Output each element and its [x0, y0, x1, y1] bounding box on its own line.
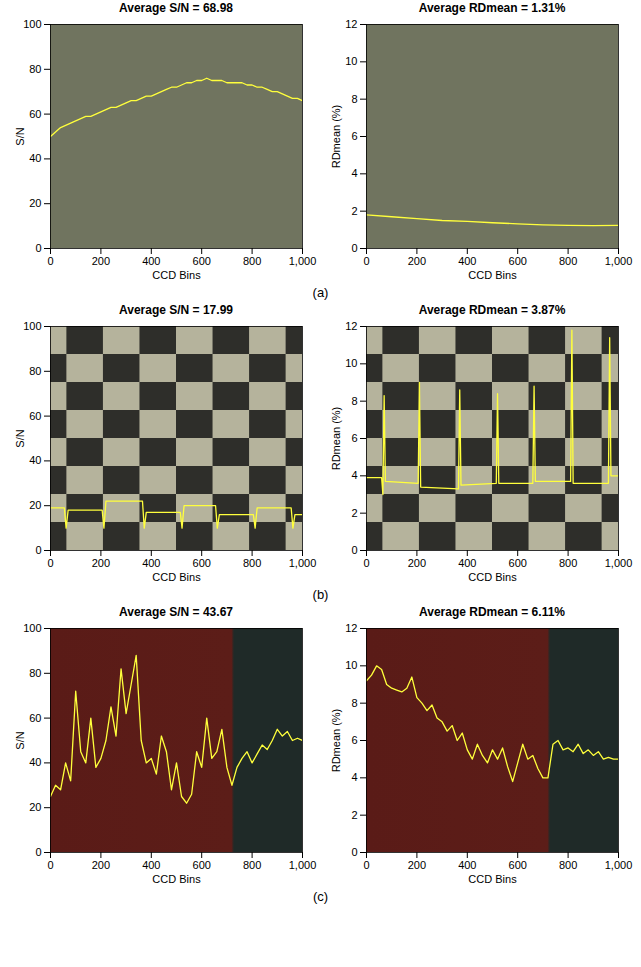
svg-text:400: 400	[142, 859, 160, 871]
svg-text:CCD Bins: CCD Bins	[152, 269, 201, 281]
svg-text:20: 20	[29, 499, 41, 511]
svg-text:20: 20	[29, 801, 41, 813]
html-text:Average RDmean = 3.87%: Average RDmean = 3.87%	[418, 303, 566, 317]
svg-text:RDmean (%): RDmean (%)	[330, 709, 342, 773]
svg-text:4: 4	[351, 167, 357, 179]
svg-text:800: 800	[243, 859, 261, 871]
svg-text:400: 400	[142, 255, 160, 267]
svg-text:40: 40	[29, 756, 41, 768]
svg-text:CCD Bins: CCD Bins	[152, 873, 201, 885]
svg-text:0: 0	[47, 557, 53, 569]
svg-text:12: 12	[345, 320, 357, 332]
svg-text:1,000: 1,000	[605, 859, 633, 871]
svg-text:100: 100	[23, 622, 41, 634]
svg-text:RDmean (%): RDmean (%)	[330, 407, 342, 471]
svg-text:200: 200	[92, 557, 110, 569]
svg-text:400: 400	[142, 557, 160, 569]
html-text:Average S/N = 43.67: Average S/N = 43.67	[119, 605, 233, 619]
svg-text:CCD Bins: CCD Bins	[468, 269, 517, 281]
svg-text:600: 600	[193, 557, 211, 569]
svg-text:20: 20	[29, 197, 41, 209]
svg-text:600: 600	[509, 557, 527, 569]
html-text:(a): (a)	[312, 285, 329, 300]
svg-text:800: 800	[243, 255, 261, 267]
svg-text:12: 12	[345, 18, 357, 30]
svg-text:600: 600	[509, 255, 527, 267]
svg-text:0: 0	[351, 242, 357, 254]
svg-text:200: 200	[92, 255, 110, 267]
svg-text:60: 60	[29, 108, 41, 120]
svg-text:1,000: 1,000	[289, 255, 317, 267]
svg-text:200: 200	[408, 859, 426, 871]
html-text:(c): (c)	[312, 889, 329, 904]
svg-text:0: 0	[351, 544, 357, 556]
svg-text:600: 600	[509, 859, 527, 871]
svg-text:8: 8	[351, 395, 357, 407]
svg-text:2: 2	[351, 205, 357, 217]
svg-text:CCD Bins: CCD Bins	[152, 571, 201, 583]
svg-text:800: 800	[559, 859, 577, 871]
svg-text:400: 400	[458, 557, 476, 569]
svg-text:600: 600	[193, 859, 211, 871]
html-text:(b): (b)	[312, 587, 329, 602]
svg-text:6: 6	[351, 734, 357, 746]
svg-text:S/N: S/N	[14, 429, 26, 447]
svg-text:0: 0	[363, 255, 369, 267]
svg-text:1,000: 1,000	[289, 859, 317, 871]
svg-text:0: 0	[47, 859, 53, 871]
svg-text:12: 12	[345, 622, 357, 634]
svg-text:10: 10	[345, 55, 357, 67]
svg-text:400: 400	[458, 859, 476, 871]
svg-text:0: 0	[47, 255, 53, 267]
svg-text:100: 100	[23, 320, 41, 332]
svg-text:10: 10	[345, 659, 357, 671]
svg-text:0: 0	[35, 544, 41, 556]
svg-text:CCD Bins: CCD Bins	[468, 571, 517, 583]
svg-text:40: 40	[29, 454, 41, 466]
svg-text:100: 100	[23, 18, 41, 30]
html-text:Average RDmean = 1.31%: Average RDmean = 1.31%	[418, 1, 566, 15]
svg-text:60: 60	[29, 410, 41, 422]
svg-text:RDmean (%): RDmean (%)	[330, 105, 342, 169]
svg-text:1,000: 1,000	[289, 557, 317, 569]
svg-text:600: 600	[193, 255, 211, 267]
svg-text:0: 0	[351, 846, 357, 858]
svg-text:4: 4	[351, 469, 357, 481]
svg-text:800: 800	[559, 255, 577, 267]
svg-text:2: 2	[351, 507, 357, 519]
svg-text:400: 400	[458, 255, 476, 267]
svg-text:200: 200	[92, 859, 110, 871]
svg-text:0: 0	[35, 242, 41, 254]
html-text:Average RDmean = 6.11%: Average RDmean = 6.11%	[419, 605, 565, 619]
svg-text:200: 200	[408, 255, 426, 267]
html-text:Average S/N = 17.99: Average S/N = 17.99	[119, 303, 233, 317]
svg-text:80: 80	[29, 63, 41, 75]
svg-text:S/N: S/N	[14, 731, 26, 749]
svg-text:800: 800	[559, 557, 577, 569]
svg-text:1,000: 1,000	[605, 557, 633, 569]
svg-text:1,000: 1,000	[605, 255, 633, 267]
svg-text:80: 80	[29, 667, 41, 679]
svg-text:60: 60	[29, 712, 41, 724]
svg-text:8: 8	[351, 93, 357, 105]
svg-text:40: 40	[29, 152, 41, 164]
html-text:Average S/N = 68.98: Average S/N = 68.98	[119, 1, 233, 15]
svg-text:4: 4	[351, 771, 357, 783]
svg-text:10: 10	[345, 357, 357, 369]
svg-text:80: 80	[29, 365, 41, 377]
svg-text:2: 2	[351, 809, 357, 821]
svg-text:8: 8	[351, 697, 357, 709]
svg-text:6: 6	[351, 432, 357, 444]
svg-text:800: 800	[243, 557, 261, 569]
svg-text:S/N: S/N	[14, 127, 26, 145]
svg-text:200: 200	[408, 557, 426, 569]
svg-text:0: 0	[363, 557, 369, 569]
svg-text:6: 6	[351, 130, 357, 142]
svg-text:0: 0	[363, 859, 369, 871]
svg-text:0: 0	[35, 846, 41, 858]
svg-text:CCD Bins: CCD Bins	[468, 873, 517, 885]
